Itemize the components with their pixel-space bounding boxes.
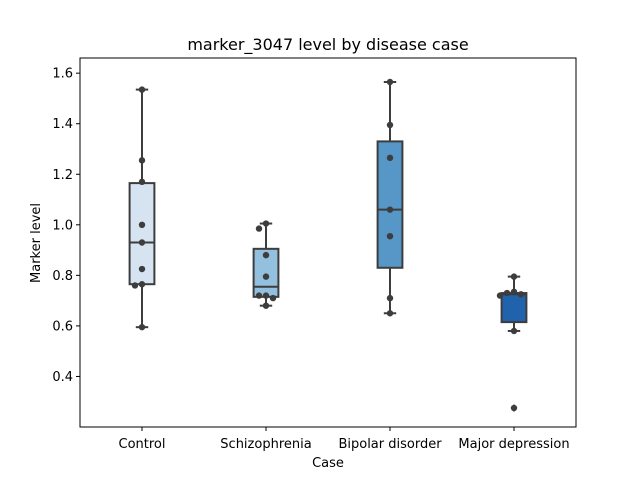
y-tick-label: 1.6 xyxy=(52,67,73,82)
plot-area: 0.4 0.6 0.8 1.0 1.2 1.4 1.6 Control Schizophreni… xyxy=(52,67,569,452)
data-point xyxy=(496,292,504,299)
data-point xyxy=(138,323,146,331)
box-iqr xyxy=(500,292,528,324)
data-point xyxy=(138,157,146,164)
data-point xyxy=(386,294,394,302)
box-iqr xyxy=(376,140,404,269)
x-tick-label: Control xyxy=(119,437,166,452)
data-point xyxy=(255,292,263,299)
x-axis-label: Case xyxy=(312,456,344,471)
y-tick-label: 0.4 xyxy=(52,370,73,385)
box-group xyxy=(376,81,404,315)
data-point xyxy=(131,282,139,289)
data-point xyxy=(138,221,146,229)
y-tick-label: 1.0 xyxy=(52,218,73,233)
data-point xyxy=(510,404,518,412)
box-group xyxy=(128,88,156,329)
data-point xyxy=(510,273,518,280)
data-point xyxy=(503,289,511,297)
data-point xyxy=(262,292,270,299)
y-tick-label: 0.8 xyxy=(52,269,73,284)
data-point xyxy=(262,251,270,259)
data-point xyxy=(386,121,394,129)
data-point xyxy=(510,327,518,335)
y-tick-label: 1.2 xyxy=(52,168,73,183)
chart-title: marker_3047 level by disease case xyxy=(187,35,468,55)
data-point xyxy=(262,302,270,309)
data-point xyxy=(138,86,146,93)
data-point xyxy=(386,206,394,213)
data-point xyxy=(386,310,394,317)
y-tick-label: 0.6 xyxy=(52,319,73,334)
plot-frame xyxy=(79,57,577,428)
y-tick-label: 1.4 xyxy=(52,117,73,132)
data-point xyxy=(138,239,146,246)
data-point xyxy=(386,232,394,240)
x-tick-label: Schizophrenia xyxy=(220,437,311,452)
x-tick-label: Major depression xyxy=(458,437,569,452)
data-point xyxy=(138,265,146,273)
data-point xyxy=(138,178,146,186)
data-point xyxy=(262,220,270,227)
data-point xyxy=(510,288,518,295)
data-point xyxy=(517,291,525,298)
x-tick-label: Bipolar disorder xyxy=(338,437,442,452)
data-point xyxy=(269,294,277,302)
data-point xyxy=(255,225,263,232)
data-point xyxy=(386,154,394,162)
data-point xyxy=(138,281,146,288)
data-point xyxy=(262,273,270,280)
data-point xyxy=(386,78,394,86)
y-axis-label: Marker level xyxy=(29,203,44,283)
